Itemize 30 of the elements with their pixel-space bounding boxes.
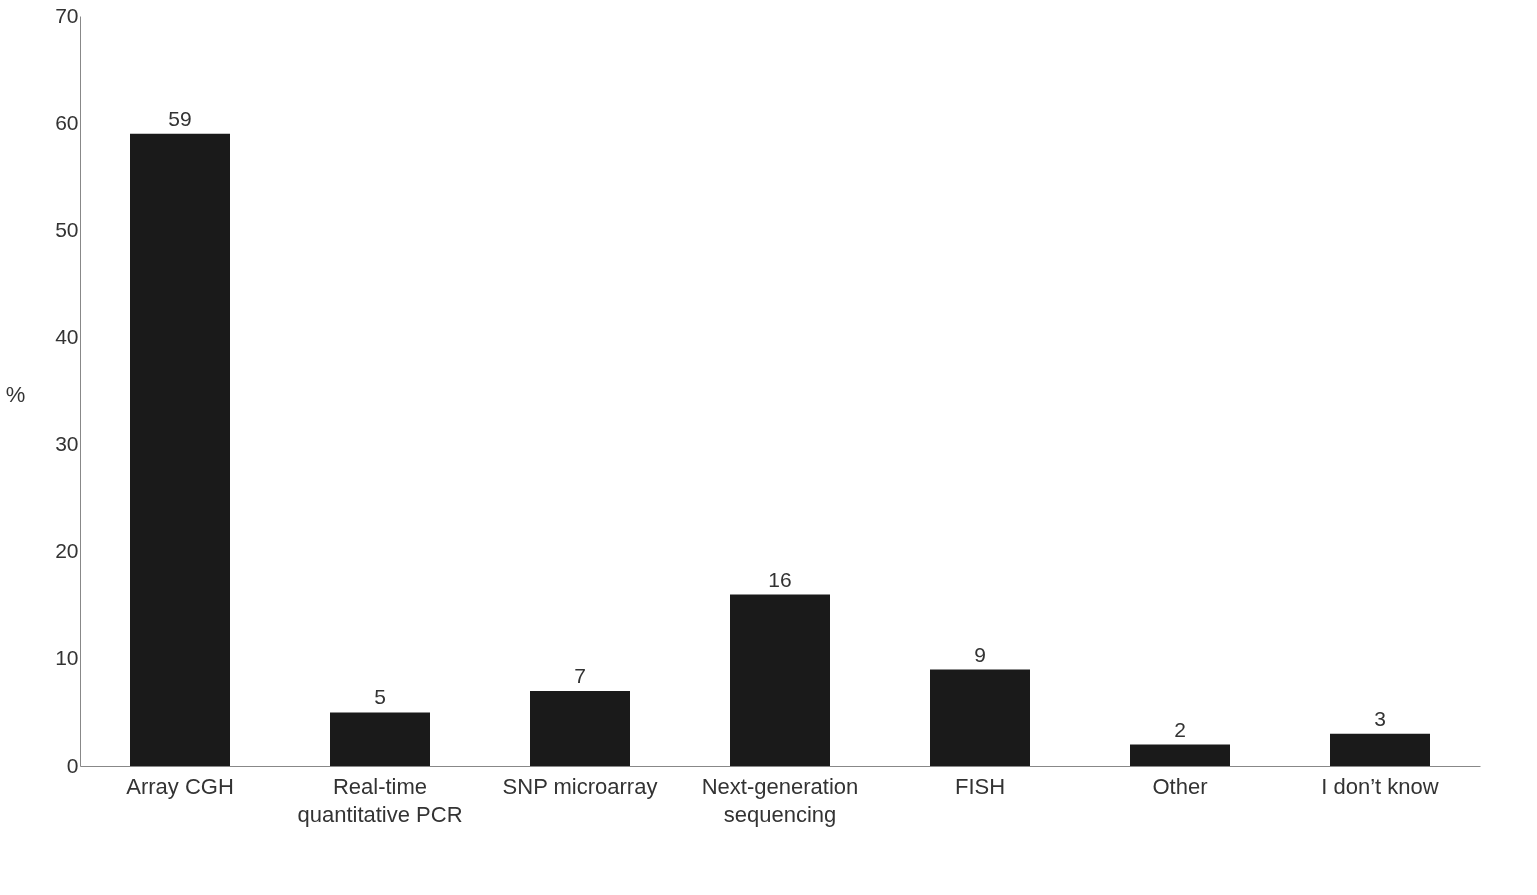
x-tick-label: I don’t know <box>1321 773 1439 799</box>
bar <box>930 669 1030 766</box>
x-tick-label: FISH <box>954 773 1006 799</box>
x-tick-label: Real-time quantitative PCR <box>297 773 463 827</box>
y-tick-label: 0 <box>66 753 79 777</box>
y-tick-label: 60 <box>55 110 79 134</box>
y-tick-label: 30 <box>55 432 79 456</box>
y-tick-label: 20 <box>55 539 79 563</box>
bar <box>1330 733 1430 766</box>
data-label: 5 <box>374 685 386 709</box>
bar <box>330 712 430 766</box>
x-tick-label: Array CGH <box>126 773 234 799</box>
x-tick-label: Other <box>1152 773 1208 799</box>
x-tick-label: Next-generation sequencing <box>701 773 859 827</box>
data-label: 9 <box>974 642 986 666</box>
x-tick-label: SNP microarray <box>502 773 658 799</box>
bar <box>1130 744 1230 766</box>
data-label: 2 <box>1174 717 1186 741</box>
bar <box>730 594 830 766</box>
bar <box>130 133 230 766</box>
y-tick-label: 50 <box>55 217 79 241</box>
data-label: 7 <box>574 664 586 687</box>
data-label: 3 <box>1374 706 1386 730</box>
y-tick-label: 40 <box>55 324 79 348</box>
y-tick-label: 10 <box>55 646 79 670</box>
y-tick-label: 70 <box>55 3 79 27</box>
data-label: 59 <box>168 106 192 130</box>
bar <box>530 691 630 766</box>
data-label: 16 <box>768 567 792 591</box>
y-axis-title: % <box>5 381 26 407</box>
